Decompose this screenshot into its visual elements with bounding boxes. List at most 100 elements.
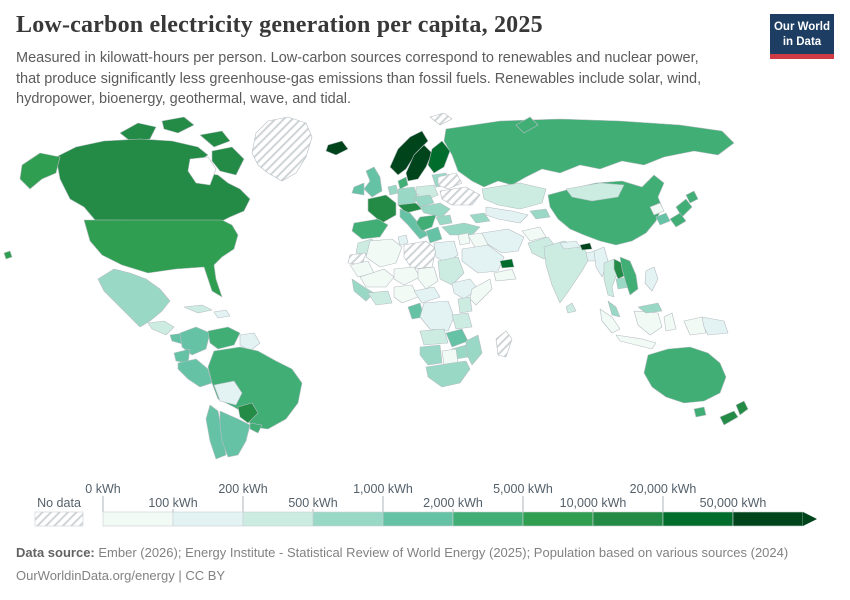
country-indonesia-sumatra[interactable] <box>599 308 621 334</box>
country-russia[interactable] <box>443 118 735 188</box>
country-uae[interactable] <box>499 258 515 269</box>
country-malaysia-borneo[interactable] <box>637 302 663 314</box>
country-nepal[interactable] <box>559 240 581 250</box>
country-canadian-arctic[interactable] <box>211 146 245 176</box>
country-philippines[interactable] <box>644 266 659 292</box>
country-venezuela[interactable] <box>207 326 241 350</box>
country-canadian-arctic[interactable] <box>199 130 231 148</box>
country-zambia[interactable] <box>445 328 469 348</box>
country-malaysia[interactable] <box>607 300 621 318</box>
owid-energy-link[interactable]: OurWorldinData.org/energy | CC BY <box>16 568 226 584</box>
country-peru[interactable] <box>177 358 213 388</box>
country-new-zealand-north[interactable] <box>735 400 749 416</box>
country-nigeria[interactable] <box>393 284 419 304</box>
country-turkey[interactable] <box>441 222 481 236</box>
country-uk[interactable] <box>363 166 383 198</box>
legend-swatch-100-200[interactable] <box>172 511 244 527</box>
country-vietnam[interactable] <box>619 256 639 296</box>
country-mexico[interactable] <box>97 268 171 328</box>
country-guyanas[interactable] <box>239 332 261 352</box>
country-afghanistan[interactable] <box>521 226 547 242</box>
legend-swatch-2000-5000[interactable] <box>452 511 524 527</box>
country-denmark[interactable] <box>397 176 409 190</box>
country-cuba[interactable] <box>183 304 213 314</box>
country-drc[interactable] <box>419 300 455 332</box>
country-north-korea[interactable] <box>649 202 665 216</box>
legend-swatch-1000-2000[interactable] <box>382 511 454 527</box>
country-cameroon-car[interactable] <box>413 286 441 304</box>
country-madagascar[interactable] <box>495 330 513 358</box>
country-mozambique[interactable] <box>465 334 483 366</box>
country-czech-slovakia[interactable] <box>413 194 435 208</box>
country-tunisia[interactable] <box>397 234 409 246</box>
country-saudi-arabia[interactable] <box>461 244 505 274</box>
country-kyrgyzstan-tajikistan[interactable] <box>529 208 551 220</box>
country-japan-kyushu[interactable] <box>669 212 687 228</box>
legend-swatch-10000-20000[interactable] <box>592 511 664 527</box>
country-tanzania[interactable] <box>451 312 473 330</box>
country-iceland[interactable] <box>325 140 349 156</box>
country-sudan[interactable] <box>437 256 465 286</box>
country-hungary-romania[interactable] <box>419 202 451 218</box>
country-benelux[interactable] <box>387 184 399 196</box>
country-indonesia-java[interactable] <box>615 334 657 350</box>
legend-no-data-swatch[interactable] <box>34 511 84 527</box>
country-chad[interactable] <box>417 266 439 290</box>
country-indonesia-borneo[interactable] <box>633 310 663 336</box>
country-levant[interactable] <box>457 232 471 246</box>
country-italy[interactable] <box>399 208 429 240</box>
country-iberia[interactable] <box>351 218 389 240</box>
country-guatemala-honduras[interactable] <box>147 320 175 336</box>
country-namibia[interactable] <box>419 344 443 366</box>
country-kenya[interactable] <box>457 296 473 314</box>
country-india[interactable] <box>543 240 591 304</box>
country-indonesia-papua[interactable] <box>683 316 707 336</box>
country-svalbard[interactable] <box>429 113 453 126</box>
country-mali[interactable] <box>359 268 395 288</box>
country-sri-lanka[interactable] <box>565 302 577 314</box>
country-hawaii[interactable] <box>3 250 13 260</box>
legend-swatch-200-500[interactable] <box>242 511 314 527</box>
country-norway[interactable] <box>389 130 429 176</box>
country-algeria[interactable] <box>365 238 403 268</box>
country-colombia[interactable] <box>179 326 211 356</box>
country-kazakhstan[interactable] <box>481 182 547 210</box>
country-alaska[interactable] <box>19 152 61 190</box>
country-canada[interactable] <box>55 138 251 222</box>
country-hispaniola[interactable] <box>213 309 231 319</box>
legend-swatch-500-1000[interactable] <box>312 511 384 527</box>
country-oman-yemen[interactable] <box>493 268 517 282</box>
country-uruguay[interactable] <box>249 422 263 434</box>
country-france[interactable] <box>367 194 397 224</box>
country-uzbekistan-turkmenistan[interactable] <box>485 206 529 224</box>
country-libya[interactable] <box>403 240 437 270</box>
legend-swatch-50000-plus[interactable] <box>732 511 804 527</box>
country-bhutan[interactable] <box>579 242 593 251</box>
country-usa[interactable] <box>83 219 239 298</box>
country-indonesia-sulawesi[interactable] <box>663 312 677 332</box>
country-australia[interactable] <box>643 346 727 404</box>
legend-swatch-20000-50000[interactable] <box>662 511 734 527</box>
country-south-korea[interactable] <box>655 212 671 226</box>
country-mongolia[interactable] <box>565 182 625 202</box>
legend-swatch-5000-10000[interactable] <box>522 511 594 527</box>
country-papua-new-guinea[interactable] <box>701 316 729 336</box>
country-angola[interactable] <box>419 328 449 346</box>
country-belarus[interactable] <box>437 172 463 190</box>
country-ukraine[interactable] <box>439 186 481 206</box>
country-paraguay[interactable] <box>237 402 259 424</box>
country-greenland[interactable] <box>251 116 313 182</box>
country-new-zealand-south[interactable] <box>719 410 739 426</box>
country-brazil[interactable] <box>207 346 303 430</box>
country-ivory-ghana[interactable] <box>367 290 393 306</box>
country-ireland[interactable] <box>351 182 365 196</box>
country-balkans[interactable] <box>415 214 437 232</box>
country-novaya-zemlya[interactable] <box>515 116 539 134</box>
country-niger[interactable] <box>393 266 421 286</box>
country-canadian-arctic[interactable] <box>161 116 195 134</box>
country-south-africa[interactable] <box>425 360 471 388</box>
country-caucasus[interactable] <box>469 212 491 224</box>
country-canadian-arctic[interactable] <box>119 122 157 142</box>
country-bulgaria[interactable] <box>435 214 453 226</box>
country-senegal-guinea[interactable] <box>351 278 375 302</box>
